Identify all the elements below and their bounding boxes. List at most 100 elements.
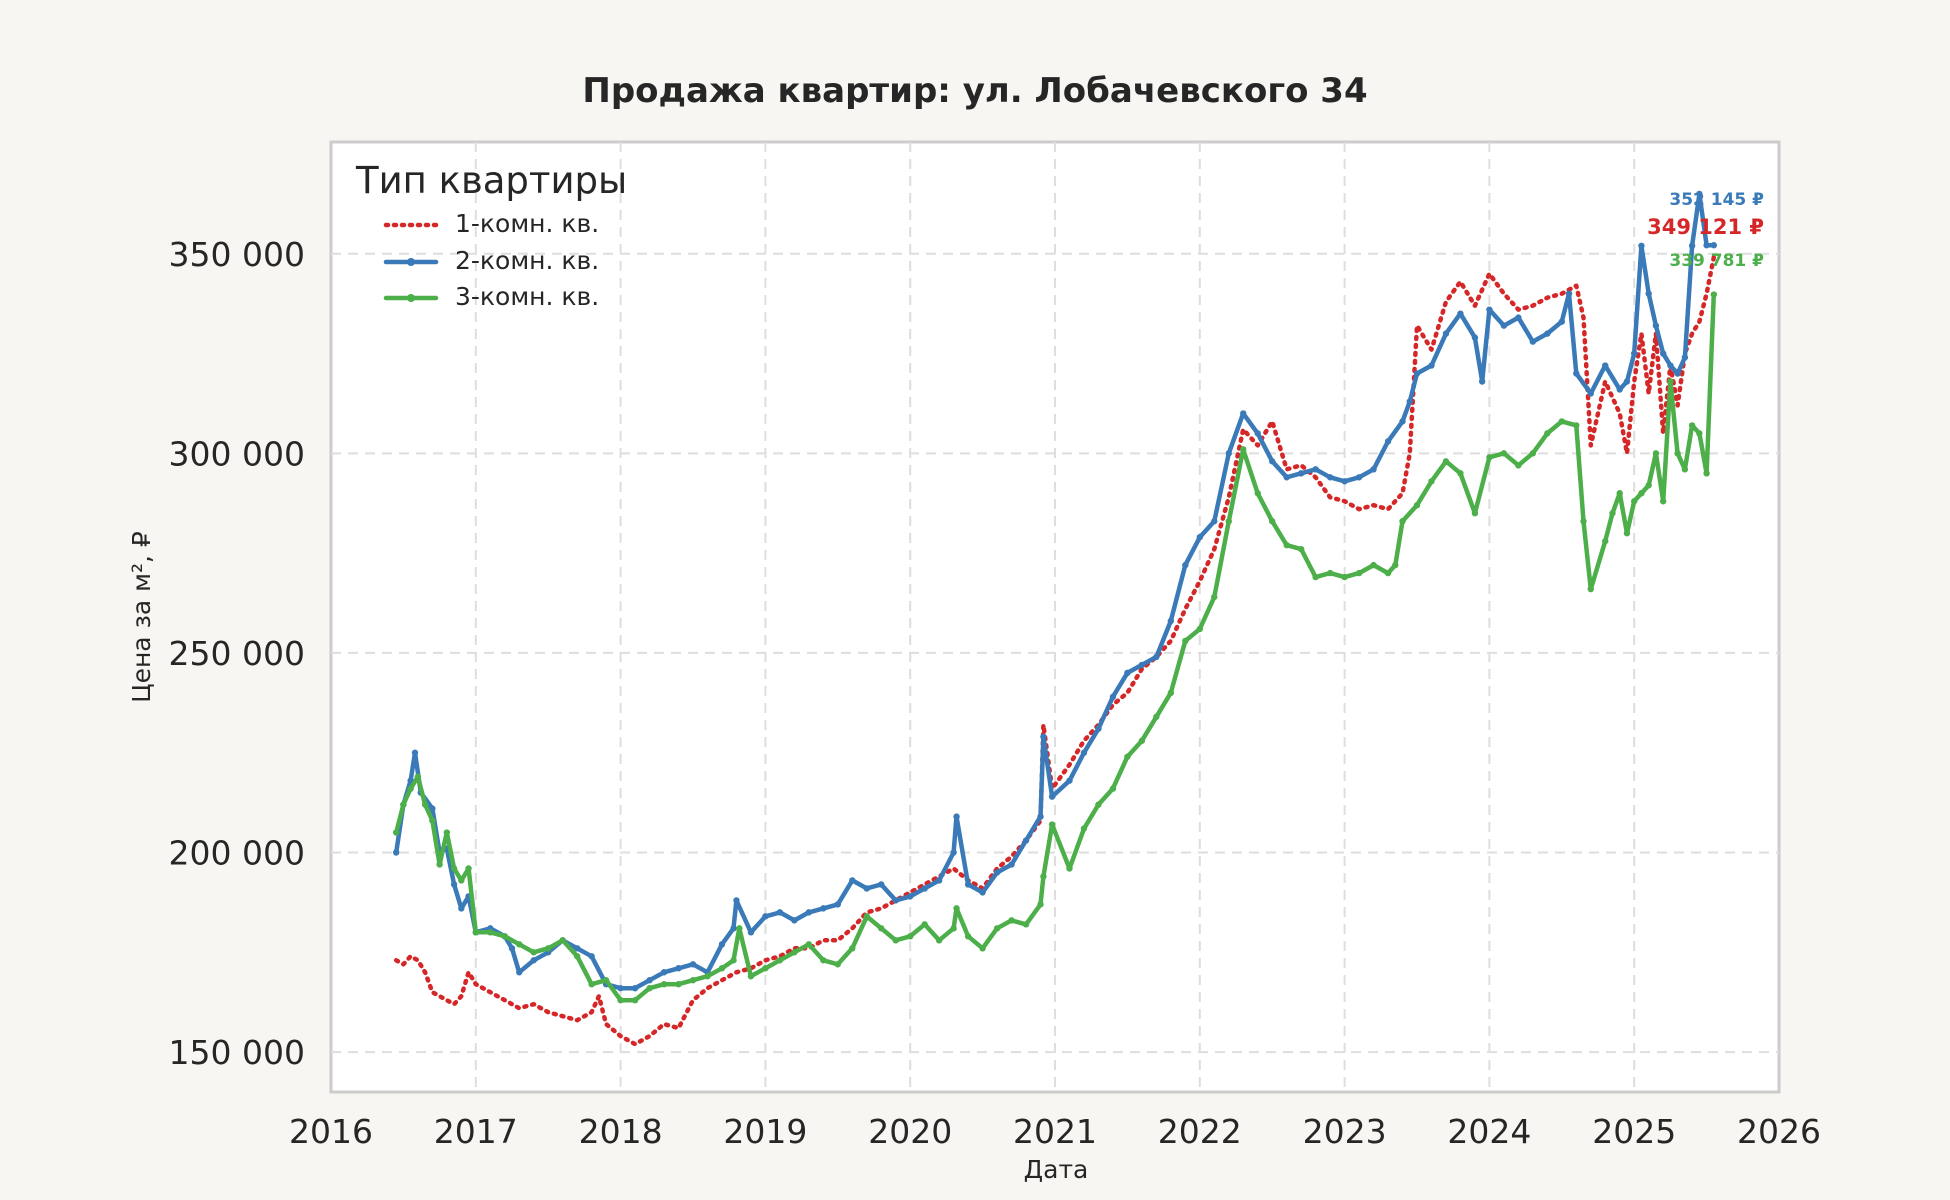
data-point — [1544, 430, 1551, 437]
data-point — [964, 933, 972, 940]
data-point — [820, 957, 827, 964]
data-point — [733, 897, 740, 904]
data-point — [660, 981, 668, 988]
data-point — [675, 965, 682, 972]
data-point — [516, 941, 523, 948]
legend-label-2-room: 2-комн. кв. — [455, 246, 599, 275]
data-point — [1544, 330, 1551, 337]
data-point — [892, 897, 899, 904]
end-label-2-room: 352 145 ₽ — [1669, 190, 1764, 210]
data-point — [414, 773, 422, 780]
data-point — [1442, 458, 1450, 465]
data-point — [1384, 438, 1392, 445]
data-point — [392, 829, 400, 836]
data-point — [1413, 502, 1421, 509]
data-point — [1048, 793, 1056, 800]
data-point — [1370, 561, 1377, 569]
data-point — [392, 849, 400, 856]
y-tick-label: 200 000 — [169, 834, 305, 873]
data-point — [1674, 450, 1681, 457]
data-point — [1283, 474, 1290, 481]
data-point — [1471, 510, 1479, 517]
data-point — [979, 889, 986, 896]
data-point — [791, 917, 798, 924]
x-tick-label: 2017 — [434, 1112, 518, 1151]
grid — [331, 142, 1779, 1092]
data-point — [458, 877, 465, 884]
data-point — [1478, 378, 1486, 385]
data-point — [573, 953, 581, 960]
data-point — [1312, 466, 1319, 473]
data-point — [559, 937, 566, 944]
data-point — [834, 901, 841, 908]
data-point — [1696, 430, 1703, 437]
series-3-room — [392, 291, 1718, 1004]
y-tick-label: 150 000 — [169, 1033, 305, 1072]
data-point — [1659, 498, 1667, 505]
data-point — [878, 925, 885, 932]
data-point — [1667, 362, 1674, 369]
data-point — [1240, 446, 1247, 453]
data-point — [1297, 470, 1305, 477]
data-point — [921, 921, 928, 928]
x-tick-label: 2021 — [1013, 1112, 1097, 1151]
data-point — [1500, 322, 1508, 329]
x-tick-label: 2020 — [868, 1112, 952, 1151]
data-point — [834, 961, 841, 968]
data-point — [411, 749, 419, 756]
data-point — [1182, 561, 1189, 569]
data-point — [588, 981, 595, 988]
data-point — [1095, 725, 1102, 732]
data-point — [718, 965, 726, 972]
series-line — [393, 255, 1717, 1047]
data-point — [1167, 689, 1175, 697]
series-1-room — [393, 255, 1717, 1047]
data-point — [1580, 518, 1587, 525]
data-point — [1457, 470, 1464, 477]
data-point — [689, 977, 697, 984]
data-point — [1609, 510, 1616, 517]
x-tick-label: 2024 — [1447, 1112, 1531, 1151]
data-point — [776, 957, 784, 964]
data-point — [1196, 625, 1204, 633]
legend-label-3-room: 3-комн. кв. — [455, 282, 599, 311]
data-point — [736, 925, 743, 932]
data-point — [849, 945, 856, 952]
data-point — [1710, 291, 1718, 298]
data-point — [1066, 865, 1073, 872]
data-point — [689, 961, 697, 968]
data-point — [1167, 617, 1175, 625]
data-point — [820, 905, 827, 912]
data-point — [1558, 418, 1566, 425]
data-point — [1638, 490, 1645, 497]
end-label-3-room: 339 781 ₽ — [1669, 251, 1764, 271]
data-point — [1211, 593, 1218, 601]
legend: Тип квартиры 1-комн. кв. 2-комн. кв. 3-к… — [355, 159, 627, 311]
data-point — [791, 949, 798, 956]
data-point — [1428, 478, 1435, 485]
data-point — [747, 929, 755, 936]
data-point — [1681, 354, 1689, 361]
data-point — [964, 881, 972, 888]
data-point — [1040, 733, 1047, 740]
data-point — [892, 937, 899, 944]
data-point — [1399, 418, 1406, 425]
data-point — [863, 913, 870, 920]
data-point — [1587, 585, 1594, 593]
data-point — [421, 801, 429, 808]
data-point — [1529, 338, 1537, 345]
data-point — [1442, 330, 1450, 337]
x-tick-label: 2026 — [1737, 1112, 1821, 1151]
data-point — [1341, 478, 1348, 485]
data-point — [849, 877, 856, 884]
data-point — [1565, 290, 1573, 297]
data-point — [762, 965, 769, 972]
data-point — [1631, 350, 1638, 357]
data-point — [573, 945, 581, 952]
y-tick-label: 350 000 — [169, 235, 305, 274]
data-point — [1616, 490, 1623, 497]
data-point — [1688, 242, 1696, 249]
data-point — [588, 953, 595, 960]
data-point — [704, 973, 711, 980]
